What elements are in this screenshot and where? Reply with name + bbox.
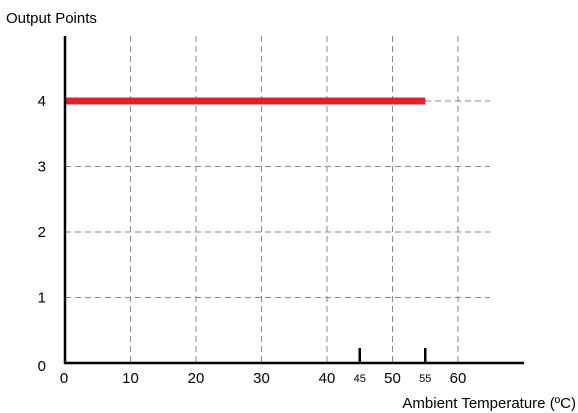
y-tick-label-4: 4 [38, 93, 46, 110]
x-tick-label-60: 60 [450, 370, 467, 387]
y-tick-label-1: 1 [38, 290, 46, 307]
x-tick-label-20: 20 [188, 370, 205, 387]
axis-layer [63, 36, 524, 365]
y-tick-label-3: 3 [38, 159, 46, 176]
label-layer: 0 10 20 30 40 50 60 45 55 0 1 2 3 4 [38, 93, 467, 387]
x-tick-label-45: 45 [354, 373, 366, 385]
x-tick-label-0: 0 [60, 370, 68, 387]
y-tick-label-2: 2 [38, 224, 46, 241]
grid-layer [65, 36, 490, 363]
x-tick-label-40: 40 [319, 370, 336, 387]
y-axis-title: Output Points [6, 10, 97, 27]
y-tick-label-0: 0 [38, 358, 46, 375]
x-axis-title: Ambient Temperature (ºC) [402, 395, 576, 412]
x-tick-label-50: 50 [384, 370, 401, 387]
x-tick-label-10: 10 [122, 370, 139, 387]
x-tick-label-30: 30 [253, 370, 270, 387]
x-tick-label-55: 55 [419, 373, 431, 385]
